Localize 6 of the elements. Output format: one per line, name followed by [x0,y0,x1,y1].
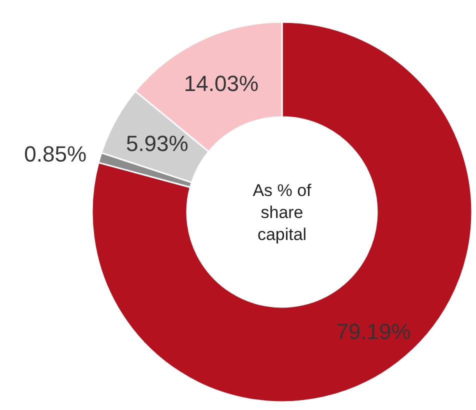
text: As % of share capital [252,181,312,244]
data-label: 14.03% [184,70,259,96]
data-label: 0.85% [24,141,87,166]
data-label: 5.93% [126,131,188,156]
donut-slice [91,21,473,403]
data-label: 79.19% [336,319,411,344]
